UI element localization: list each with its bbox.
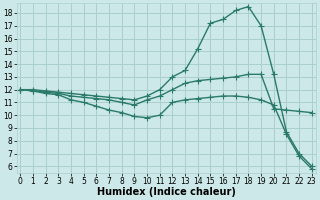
X-axis label: Humidex (Indice chaleur): Humidex (Indice chaleur) xyxy=(97,187,236,197)
